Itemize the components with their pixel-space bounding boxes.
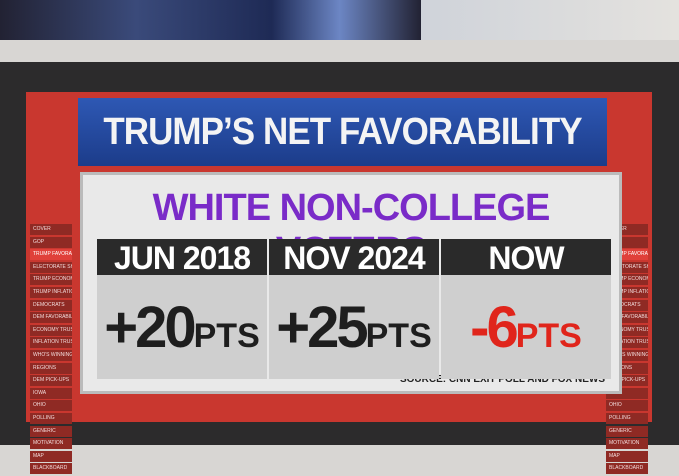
source: SOURCE: CNN EXIT POLL AND FOX NEWS — [399, 374, 605, 385]
menu-item: TRUMP INFLATION — [30, 286, 72, 298]
value-unit: PTS — [365, 317, 432, 355]
menu-item: DEM PICK-UPS — [606, 375, 648, 387]
panel: WHITE NON-COLLEGE VOTERS SOURCE: CNN EXI… — [80, 172, 622, 394]
menu-item: OHIO — [30, 400, 72, 412]
menu-item: ELECTORATE SHARE — [30, 261, 72, 273]
period-label: NOW — [441, 239, 611, 276]
menu-item: MAP — [30, 450, 72, 462]
menu-item: ECONOMY TRUST — [30, 324, 72, 336]
menu-item: TRUMP FAVORABILITY — [606, 249, 648, 261]
value-unit: PTS — [515, 317, 582, 355]
menu-item: DEM FAVORABILITY — [606, 312, 648, 324]
period-label: NOV 2024 — [269, 239, 439, 276]
value: +25PTS — [269, 294, 439, 361]
menu-item: DEM PICK-UPS — [30, 375, 72, 387]
value-number: -6 — [470, 295, 519, 360]
menu-item: BLACKBOARD — [606, 463, 648, 475]
menu-item: MOTIVATION — [606, 438, 648, 450]
value-unit: PTS — [193, 317, 260, 355]
menu-item: WHO'S WINNING — [606, 349, 648, 361]
value: -6PTS — [441, 294, 611, 361]
menu-item: GOP — [30, 236, 72, 248]
menu-item: INFLATION TRUST — [606, 337, 648, 349]
background-monitors — [0, 0, 679, 40]
menu-item: INFLATION TRUST — [30, 337, 72, 349]
column: JUN 2018 +20PTS — [97, 239, 267, 379]
menu-item: TRUMP FAVORABILITY — [30, 249, 72, 261]
menu-item: BLACKBOARD — [30, 463, 72, 475]
menu-item: ELECTORATE SHARE — [606, 261, 648, 273]
menu-item: POLLING — [606, 412, 648, 424]
period-label: JUN 2018 — [97, 239, 267, 276]
menu-item: POLLING — [30, 412, 72, 424]
value-number: +25 — [276, 295, 368, 360]
title-banner: TRUMP’S NET FAVORABILITY RATING — [78, 98, 607, 221]
menu-item: DEM FAVORABILITY — [30, 312, 72, 324]
menu-item: OHIO — [606, 400, 648, 412]
value-number: +20 — [104, 295, 196, 360]
menu-item: MAP — [606, 450, 648, 462]
value: +20PTS — [97, 294, 267, 361]
menu-item: WHO'S WINNING — [30, 349, 72, 361]
menu-item: TRUMP ECONOMY — [606, 274, 648, 286]
menu-item: REGIONS — [30, 362, 72, 374]
menu-item: TRUMP ECONOMY — [30, 274, 72, 286]
menu-item: GENERIC — [30, 425, 72, 437]
column: NOV 2024 +25PTS — [269, 239, 439, 379]
menu-item: COVER — [30, 224, 72, 235]
menu-item: IOWA — [30, 387, 72, 399]
column: NOW -6PTS — [441, 239, 611, 379]
menu-item: DEMOCRATS — [606, 299, 648, 311]
menu-item: DEMOCRATS — [30, 299, 72, 311]
menu-item: ECONOMY TRUST — [606, 324, 648, 336]
menu-item: TRUMP INFLATION — [606, 286, 648, 298]
menu-item: MOTIVATION — [30, 438, 72, 450]
menu-item: GENERIC — [606, 425, 648, 437]
